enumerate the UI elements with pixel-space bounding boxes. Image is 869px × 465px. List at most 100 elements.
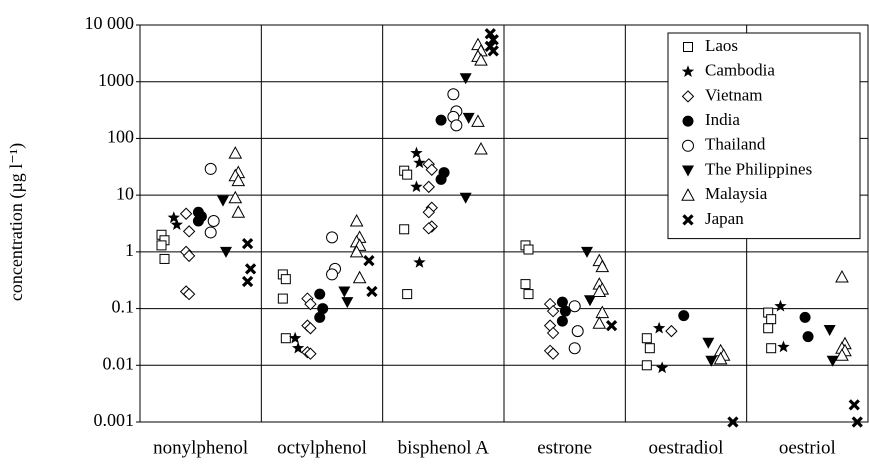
legend-label: Malaysia xyxy=(705,184,768,203)
data-point xyxy=(487,45,499,57)
data-point xyxy=(352,270,367,284)
data-point xyxy=(317,303,329,315)
data-point xyxy=(546,326,560,340)
data-point xyxy=(228,146,243,159)
legend-label: Thailand xyxy=(705,135,766,154)
data-point xyxy=(766,314,777,325)
data-point xyxy=(546,304,560,318)
data-point xyxy=(314,311,326,323)
y-tick-label: 10 xyxy=(116,183,134,203)
data-point xyxy=(366,285,378,298)
data-point xyxy=(291,341,305,354)
data-point xyxy=(410,180,423,193)
data-point xyxy=(435,114,447,126)
data-point xyxy=(595,259,610,273)
data-point xyxy=(413,255,426,268)
data-point xyxy=(581,246,593,258)
data-point xyxy=(556,296,568,308)
data-point xyxy=(304,297,317,311)
data-point xyxy=(182,249,196,263)
data-point xyxy=(459,73,472,85)
legend-label: India xyxy=(705,110,740,129)
data-point xyxy=(777,340,790,353)
data-point xyxy=(277,293,288,304)
data-point xyxy=(326,231,339,244)
data-point xyxy=(422,206,435,219)
data-point xyxy=(665,324,678,338)
data-point xyxy=(435,173,447,185)
data-point xyxy=(447,88,460,101)
data-point xyxy=(702,337,715,349)
data-point xyxy=(655,361,669,374)
y-tick-label: 0.1 xyxy=(112,297,135,317)
data-point xyxy=(402,289,413,300)
data-point xyxy=(182,225,196,238)
data-point xyxy=(823,324,836,336)
data-point xyxy=(835,348,849,361)
legend-label: Japan xyxy=(705,209,744,228)
data-point xyxy=(523,289,534,300)
data-point xyxy=(584,295,596,307)
data-point xyxy=(314,288,326,300)
legend-label: Vietnam xyxy=(705,85,763,104)
data-point xyxy=(678,310,690,322)
y-axis-label: concentration (µg l⁻¹) xyxy=(6,143,27,301)
data-point xyxy=(474,141,488,155)
data-point xyxy=(241,275,254,288)
data-point xyxy=(774,299,787,312)
y-tick-label: 1 xyxy=(125,240,134,260)
plot-frame xyxy=(139,24,869,423)
data-point xyxy=(450,119,463,132)
data-point xyxy=(422,180,435,194)
data-point xyxy=(207,215,220,227)
legend-marker xyxy=(682,139,694,152)
data-point xyxy=(471,114,485,127)
data-point xyxy=(241,237,254,250)
legend-label: Cambodia xyxy=(705,61,775,80)
data-point xyxy=(826,355,839,367)
data-point xyxy=(556,315,568,327)
y-tick-label: 1000 xyxy=(98,70,134,90)
data-point xyxy=(474,53,488,66)
data-point xyxy=(835,269,849,283)
data-point xyxy=(484,28,496,40)
data-point xyxy=(228,190,243,204)
y-tick-label: 10 000 xyxy=(85,13,135,33)
data-point xyxy=(156,240,167,251)
data-point xyxy=(280,333,291,344)
legend-label: The Philippines xyxy=(705,159,812,178)
legend-box xyxy=(667,32,861,240)
legend-marker xyxy=(682,214,694,226)
data-point xyxy=(568,342,581,355)
data-point xyxy=(595,305,610,319)
legend-marker xyxy=(682,115,694,127)
data-point xyxy=(179,207,193,220)
data-point xyxy=(644,343,655,354)
data-point xyxy=(641,333,652,344)
x-tick-label: estrone xyxy=(537,437,592,458)
data-point xyxy=(462,112,475,124)
data-point xyxy=(848,399,860,411)
data-point xyxy=(280,274,291,285)
data-point xyxy=(523,244,534,255)
data-point xyxy=(766,343,777,354)
data-point xyxy=(402,169,413,180)
legend-marker xyxy=(681,188,695,201)
data-point xyxy=(349,244,364,258)
data-point xyxy=(592,316,607,329)
data-point xyxy=(326,268,339,281)
data-point xyxy=(410,146,423,159)
y-tick-label: 100 xyxy=(107,127,134,147)
data-point xyxy=(487,34,499,46)
data-point xyxy=(422,222,435,235)
data-point xyxy=(363,255,375,267)
data-point xyxy=(167,211,180,223)
data-point xyxy=(641,360,652,371)
data-point xyxy=(170,218,183,231)
x-tick-label: nonylphenol xyxy=(153,437,248,458)
data-point xyxy=(559,305,571,317)
data-point xyxy=(231,173,246,187)
legend-marker xyxy=(681,90,695,103)
data-point xyxy=(546,347,560,360)
